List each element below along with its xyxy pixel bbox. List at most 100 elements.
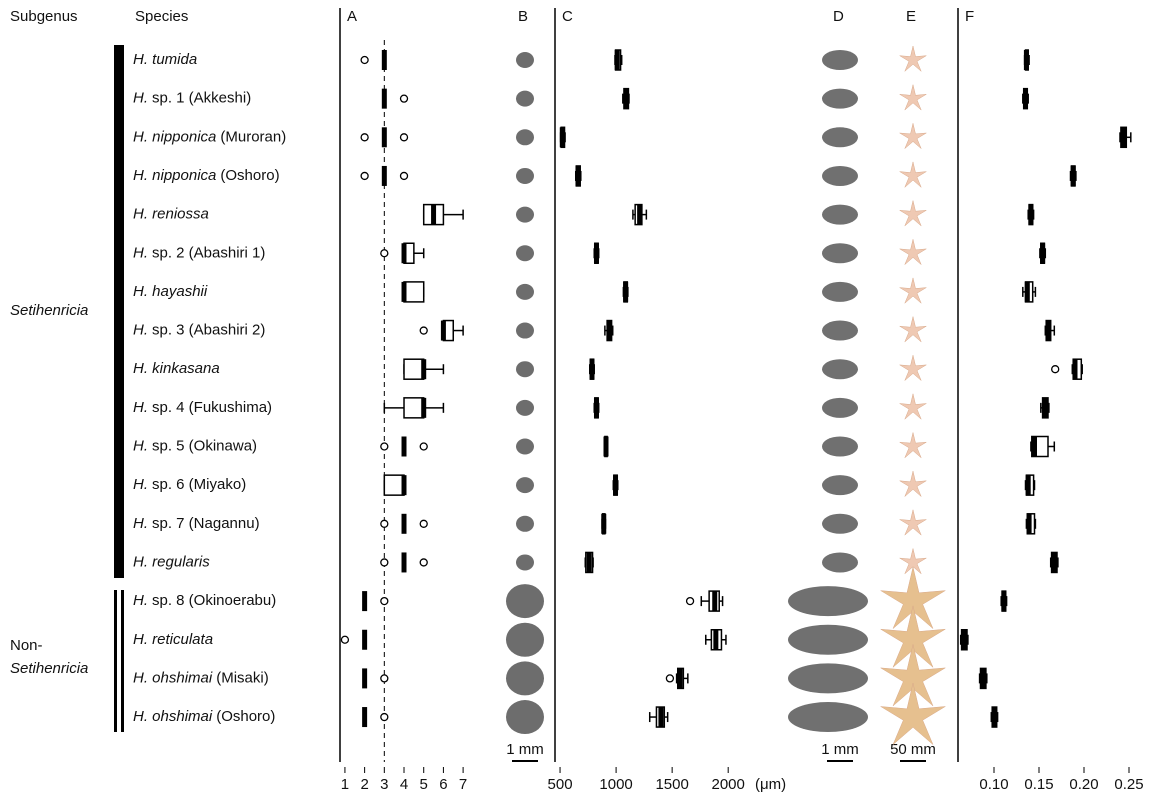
subgenus-label: Setihenricia bbox=[10, 660, 88, 677]
ossicle-photo bbox=[788, 663, 868, 693]
species-label: H. regularis bbox=[133, 553, 210, 570]
outlier bbox=[361, 57, 368, 64]
starfish-photo bbox=[900, 201, 927, 226]
starfish-photo bbox=[900, 510, 927, 535]
scale-bar-label: 50 mm bbox=[890, 741, 936, 758]
outlier bbox=[666, 675, 673, 682]
specimen-photo bbox=[516, 245, 534, 261]
specimen-photo bbox=[516, 284, 534, 300]
species-italic: H. tumida bbox=[133, 51, 197, 68]
species-italic: H. bbox=[133, 244, 148, 261]
ossicle-photo bbox=[822, 514, 858, 534]
panel-label: F bbox=[965, 8, 974, 25]
x-tick-label: 7 bbox=[459, 776, 467, 793]
species-italic: H. bbox=[133, 476, 148, 493]
starfish-photo bbox=[900, 85, 927, 110]
ossicle-photo bbox=[822, 359, 858, 379]
species-label: H. reniossa bbox=[133, 206, 209, 223]
species-label: H.sp. 7 (Nagannu) bbox=[133, 515, 260, 532]
outlier bbox=[381, 520, 388, 527]
species-locality: (Muroran) bbox=[220, 128, 286, 145]
specimen-photo bbox=[516, 129, 534, 145]
species-italic: H. bbox=[133, 90, 148, 107]
specimen-photo bbox=[516, 52, 534, 68]
x-tick-label: 5 bbox=[420, 776, 428, 793]
species-locality: (Oshoro) bbox=[216, 708, 275, 725]
starfish-photo bbox=[900, 123, 927, 148]
ossicle-photo bbox=[822, 552, 858, 572]
outlier bbox=[341, 636, 348, 643]
outlier bbox=[381, 559, 388, 566]
subgenus-prefix: Non- bbox=[10, 637, 43, 654]
outlier bbox=[361, 134, 368, 141]
x-tick-label: 500 bbox=[548, 776, 573, 793]
ossicle-photo bbox=[822, 166, 858, 186]
x-tick-label: 2 bbox=[360, 776, 368, 793]
species-label: H.sp. 4 (Fukushima) bbox=[133, 399, 272, 416]
species-locality: sp. 5 (Okinawa) bbox=[152, 437, 257, 454]
subgenus-bar bbox=[114, 45, 124, 578]
species-locality: sp. 3 (Abashiri 2) bbox=[152, 322, 265, 339]
x-tick-label: 6 bbox=[439, 776, 447, 793]
starfish-photo bbox=[900, 433, 927, 458]
species-locality: sp. 4 (Fukushima) bbox=[152, 399, 272, 416]
starfish-photo bbox=[900, 317, 927, 342]
outlier bbox=[381, 675, 388, 682]
species-italic: H. nipponica bbox=[133, 128, 216, 145]
ossicle-photo bbox=[788, 702, 868, 732]
specimen-photo bbox=[516, 400, 534, 416]
species-label: H. hayashii bbox=[133, 283, 208, 300]
x-tick-label: 1500 bbox=[655, 776, 688, 793]
species-italic: H. kinkasana bbox=[133, 360, 220, 377]
ossicle-photo bbox=[822, 127, 858, 147]
ossicle-photo bbox=[822, 321, 858, 341]
specimen-photo bbox=[506, 700, 544, 734]
species-label: H.sp. 1 (Akkeshi) bbox=[133, 90, 251, 107]
ossicle-photo bbox=[822, 205, 858, 225]
panel-label: E bbox=[906, 8, 916, 25]
starfish-photo bbox=[900, 471, 927, 496]
specimen-photo bbox=[516, 477, 534, 493]
box bbox=[404, 359, 424, 379]
species-locality: sp. 1 (Akkeshi) bbox=[152, 90, 251, 107]
subgenus-header: Subgenus bbox=[10, 8, 78, 25]
ossicle-photo bbox=[822, 282, 858, 302]
species-label: H.sp. 3 (Abashiri 2) bbox=[133, 322, 265, 339]
x-tick-label: 1000 bbox=[599, 776, 632, 793]
species-italic: H. reticulata bbox=[133, 631, 213, 648]
species-label: H.sp. 2 (Abashiri 1) bbox=[133, 244, 265, 261]
species-italic: H. reniossa bbox=[133, 206, 209, 223]
outlier bbox=[420, 327, 427, 334]
x-tick-label: 2000 bbox=[711, 776, 744, 793]
ossicle-photo bbox=[822, 243, 858, 263]
specimen-photo bbox=[516, 207, 534, 223]
box bbox=[404, 282, 424, 302]
species-label: H.sp. 8 (Okinoerabu) bbox=[133, 592, 276, 609]
starfish-photo bbox=[900, 355, 927, 380]
x-tick-label: 0.20 bbox=[1069, 776, 1098, 793]
starfish-photo bbox=[900, 46, 927, 71]
species-italic: H. ohshimai bbox=[133, 708, 213, 725]
species-label: H. reticulata bbox=[133, 631, 213, 648]
species-italic: H. bbox=[133, 515, 148, 532]
specimen-photo bbox=[506, 661, 544, 695]
outlier bbox=[381, 250, 388, 257]
outlier bbox=[401, 134, 408, 141]
outlier bbox=[401, 172, 408, 179]
specimen-photo bbox=[516, 91, 534, 107]
species-label: H. nipponica(Muroran) bbox=[133, 128, 286, 145]
ossicle-photo bbox=[788, 586, 868, 616]
box bbox=[404, 398, 424, 418]
species-locality: sp. 2 (Abashiri 1) bbox=[152, 244, 265, 261]
panel-label: C bbox=[562, 8, 573, 25]
starfish-photo bbox=[900, 278, 927, 303]
ossicle-photo bbox=[822, 50, 858, 70]
specimen-photo bbox=[516, 323, 534, 339]
specimen-photo bbox=[506, 584, 544, 618]
specimen-photo bbox=[506, 623, 544, 657]
x-tick-label: 0.15 bbox=[1024, 776, 1053, 793]
species-label: H. nipponica(Oshoro) bbox=[133, 167, 280, 184]
outlier bbox=[1052, 366, 1059, 373]
outlier bbox=[420, 559, 427, 566]
species-label: H. tumida bbox=[133, 51, 197, 68]
